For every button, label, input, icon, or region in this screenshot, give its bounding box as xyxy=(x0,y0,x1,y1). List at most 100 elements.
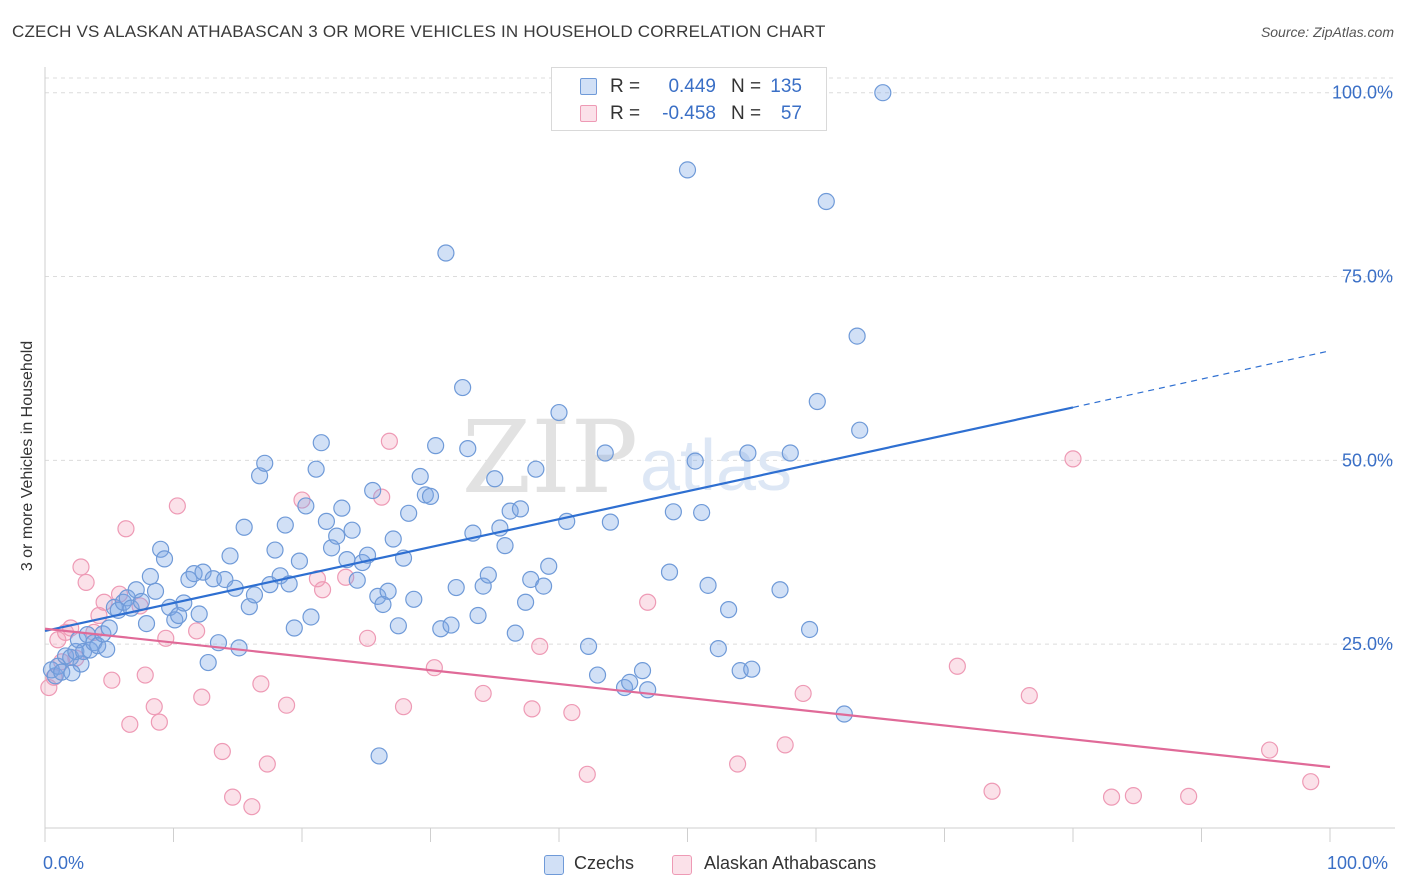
n-label: N = xyxy=(731,76,762,97)
athabascan-point xyxy=(150,713,168,731)
watermark-zip: ZIP xyxy=(462,399,638,516)
r-label: R = xyxy=(610,76,641,97)
athabascan-point xyxy=(523,700,541,718)
athabascan-point xyxy=(168,497,186,515)
athabascan-point xyxy=(578,765,596,783)
athabascan-point xyxy=(243,798,261,816)
athabascan-point xyxy=(103,671,121,689)
czech-point xyxy=(621,673,639,692)
czech-point xyxy=(221,547,239,565)
athabascan-point xyxy=(77,573,95,592)
czech-point xyxy=(800,620,819,639)
watermark-atlas: atlas xyxy=(640,426,792,506)
athabascan-point xyxy=(252,675,270,693)
czech-point xyxy=(285,619,303,637)
source-label: Source: ZipAtlas.com xyxy=(1260,24,1394,40)
athabascan-point xyxy=(193,688,211,706)
czech-point xyxy=(743,660,761,678)
czech-point xyxy=(720,601,738,619)
czech-point xyxy=(379,582,397,600)
athabascan-swatch xyxy=(580,105,597,122)
athabascan-point xyxy=(1180,787,1198,805)
czech-trend-line xyxy=(44,406,1074,633)
athabascan-legend-label: Alaskan Athabascans xyxy=(704,853,877,873)
czech-point xyxy=(686,452,704,470)
n-value: 135 xyxy=(770,76,802,97)
athabascan-point xyxy=(794,684,812,703)
athabascan-point xyxy=(136,666,154,684)
czech-point xyxy=(307,460,325,478)
czech-point xyxy=(155,550,174,568)
czech-point xyxy=(132,592,150,611)
czech-point xyxy=(384,530,402,548)
czech-point xyxy=(639,681,657,699)
trend-lines xyxy=(44,350,1331,769)
athabascan-point xyxy=(224,788,242,806)
czech-point xyxy=(709,639,727,658)
athabascan-point xyxy=(95,593,113,611)
czech-point xyxy=(808,392,826,411)
czech-point xyxy=(739,444,757,462)
czech-point xyxy=(534,577,553,595)
athabascan-point xyxy=(531,637,549,655)
czech-point xyxy=(447,578,465,597)
czech-point xyxy=(348,571,366,589)
grid-lines xyxy=(45,77,1395,645)
czech-point xyxy=(459,439,477,458)
czech-point xyxy=(474,577,492,595)
x-tick-label-min: 0.0% xyxy=(43,853,85,873)
axes xyxy=(44,67,1395,842)
czech-point xyxy=(516,593,535,611)
czech-point xyxy=(486,470,504,488)
n-label: N = xyxy=(731,103,762,124)
y-tick-label: 25.0% xyxy=(1342,634,1393,654)
czech-point xyxy=(660,563,679,581)
czech-point xyxy=(411,467,429,486)
y-axis-label: 3 or more Vehicles in Household xyxy=(19,340,36,572)
athabascan-point xyxy=(121,715,139,733)
czech-point xyxy=(98,640,116,658)
y-tick-label: 50.0% xyxy=(1342,450,1393,470)
y-tick-labels: 25.0% 50.0% 75.0% 100.0% xyxy=(1332,83,1393,654)
czech-point xyxy=(230,639,248,657)
czech-point xyxy=(550,403,568,422)
czech-point xyxy=(290,552,309,570)
czech-point xyxy=(63,664,81,682)
athabascan-point xyxy=(258,755,276,773)
athabascan-point xyxy=(188,622,206,640)
czech-point xyxy=(370,747,388,765)
athabascan-point xyxy=(1261,741,1279,759)
czech-point xyxy=(333,499,351,517)
athabascan-point xyxy=(157,629,175,647)
czech-point xyxy=(469,606,487,625)
n-value: 57 xyxy=(780,103,802,124)
athabascan-point xyxy=(639,593,657,611)
czech-point xyxy=(343,521,361,539)
r-label: R = xyxy=(610,103,641,124)
czech-point xyxy=(421,487,440,505)
czech-point xyxy=(194,563,212,581)
czech-point xyxy=(100,619,118,637)
athabascan-point xyxy=(117,520,135,538)
athabascan-point xyxy=(313,581,332,599)
czech-trend-extension xyxy=(1072,350,1331,408)
czech-legend-swatch xyxy=(544,855,564,875)
czech-point xyxy=(771,581,789,599)
athabascan-point xyxy=(1302,773,1320,791)
czech-legend-label: Czechs xyxy=(574,853,635,873)
athabascan-point xyxy=(1064,450,1082,468)
athabascan-point xyxy=(474,684,492,703)
czech-points xyxy=(42,84,892,765)
czech-point xyxy=(432,620,450,638)
czech-point xyxy=(374,595,392,614)
czech-point xyxy=(579,637,598,655)
r-value: 0.449 xyxy=(668,76,716,97)
czech-point xyxy=(276,516,294,534)
athabascan-trend-line xyxy=(44,627,1331,769)
czech-point xyxy=(280,575,298,593)
czech-swatch xyxy=(580,78,597,95)
czech-point xyxy=(851,421,869,439)
r-value: -0.458 xyxy=(662,103,716,124)
czech-point xyxy=(540,557,558,575)
